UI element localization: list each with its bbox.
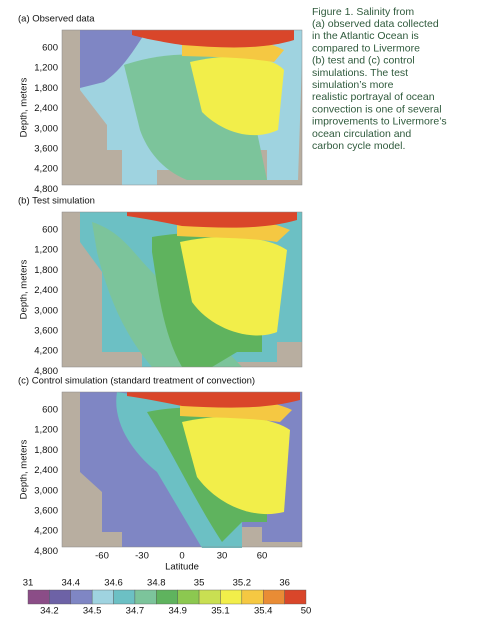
colorbar-label: 36: [279, 578, 290, 589]
y-tick-label: 3,000: [34, 485, 58, 496]
x-tick-label: 30: [217, 551, 228, 562]
panel-label: (b) Test simulation: [18, 196, 95, 207]
y-tick-label: 1,200: [34, 63, 58, 74]
plot-frame: [61, 211, 303, 368]
x-tick-label: -60: [95, 551, 109, 562]
colorbar-label: 50: [301, 606, 312, 617]
colorbar-label: 34.9: [168, 606, 187, 617]
caption-line: Figure 1. Salinity from: [312, 6, 414, 18]
colorbar-label: 34.5: [83, 606, 102, 617]
contour-plot: [61, 29, 303, 186]
colorbar-swatch: [134, 589, 157, 605]
colorbar-swatch: [156, 589, 178, 605]
salinity-region: [132, 30, 294, 48]
y-tick-label: 1,800: [34, 265, 58, 276]
y-tick-label: 1,200: [34, 245, 58, 256]
y-tick-label: 1,800: [34, 445, 58, 456]
y-tick-label: 3,000: [34, 305, 58, 316]
y-tick-label: 600: [42, 43, 58, 54]
salinity-region: [190, 56, 284, 136]
panel-label: (a) Observed data: [18, 14, 95, 25]
y-tick-label: 1,800: [34, 83, 58, 94]
contour-plot: [61, 211, 303, 368]
salinity-region: [80, 30, 147, 88]
colorbar-swatch: [49, 589, 71, 605]
x-tick-label: -30: [135, 551, 149, 562]
caption-line: simulations. The test: [312, 67, 408, 79]
colorbar-swatch: [91, 589, 114, 605]
x-tick-label: 60: [257, 551, 268, 562]
y-tick-label: 3,600: [34, 326, 58, 337]
colorbar-swatch: [198, 589, 221, 605]
caption-line: simulation’s more: [312, 79, 394, 91]
colorbar-label: 34.6: [104, 578, 123, 589]
y-tick-label: 4,800: [34, 184, 58, 195]
y-tick-label: 2,400: [34, 285, 58, 296]
caption-line: improvements to Livermore’s: [312, 116, 447, 128]
colorbar-label: 31: [23, 578, 34, 589]
salinity-region: [127, 212, 297, 228]
y-tick-label: 4,200: [34, 164, 58, 175]
caption-line: realistic portrayal of ocean: [312, 91, 435, 103]
colorbar-label: 35: [194, 578, 205, 589]
colorbar-swatch: [241, 589, 264, 605]
y-tick-label: 4,200: [34, 346, 58, 357]
plot-frame: [61, 29, 303, 186]
y-axis-label: Depth, meters: [19, 259, 30, 319]
colorbar-swatch: [220, 589, 243, 605]
y-tick-label: 2,400: [34, 103, 58, 114]
colorbar-swatch: [70, 589, 93, 605]
caption-line: compared to Livermore: [312, 42, 420, 54]
y-axis-label: Depth, meters: [19, 439, 30, 499]
colorbar-label: 34.4: [62, 578, 81, 589]
caption-line: convection is one of several: [312, 103, 442, 115]
y-tick-label: 3,000: [34, 123, 58, 134]
colorbar-label: 35.4: [254, 606, 273, 617]
contour-plot: [61, 391, 303, 548]
colorbar-label: 34.8: [147, 578, 166, 589]
y-tick-label: 3,600: [34, 506, 58, 517]
colorbar-label: 35.1: [211, 606, 230, 617]
colorbar-swatch: [284, 589, 307, 605]
colorbar-swatch: [27, 589, 50, 605]
caption-line: in the Atlantic Ocean is: [312, 30, 419, 42]
caption-line: (a) observed data collected: [312, 18, 439, 30]
y-tick-label: 4,200: [34, 526, 58, 537]
colorbar-swatch: [113, 589, 136, 605]
salinity-region: [180, 236, 287, 336]
caption-line: ocean circulation and: [312, 128, 411, 140]
salinity-region: [182, 416, 290, 515]
y-tick-label: 600: [42, 225, 58, 236]
colorbar-label: 34.7: [126, 606, 145, 617]
y-tick-label: 4,800: [34, 546, 58, 557]
x-tick-label: 0: [179, 551, 184, 562]
y-tick-label: 2,400: [34, 465, 58, 476]
y-axis-label: Depth, meters: [19, 77, 30, 137]
panel-label: (c) Control simulation (standard treatme…: [18, 376, 255, 387]
caption-line: carbon cycle model.: [312, 140, 405, 152]
colorbar-label: 35.2: [233, 578, 252, 589]
colorbar-label: 34.2: [40, 606, 59, 617]
y-tick-label: 3,600: [34, 144, 58, 155]
colorbar-swatch: [177, 589, 200, 605]
y-tick-label: 600: [42, 405, 58, 416]
y-tick-label: 1,200: [34, 425, 58, 436]
x-axis-label: Latitude: [165, 562, 199, 573]
y-tick-label: 4,800: [34, 366, 58, 377]
plot-frame: [61, 391, 303, 548]
salinity-region: [127, 392, 300, 408]
colorbar-swatch: [263, 589, 285, 605]
caption-line: (b) test and (c) control: [312, 55, 415, 67]
